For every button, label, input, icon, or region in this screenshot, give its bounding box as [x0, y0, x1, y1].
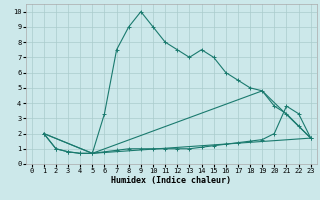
- X-axis label: Humidex (Indice chaleur): Humidex (Indice chaleur): [111, 176, 231, 185]
